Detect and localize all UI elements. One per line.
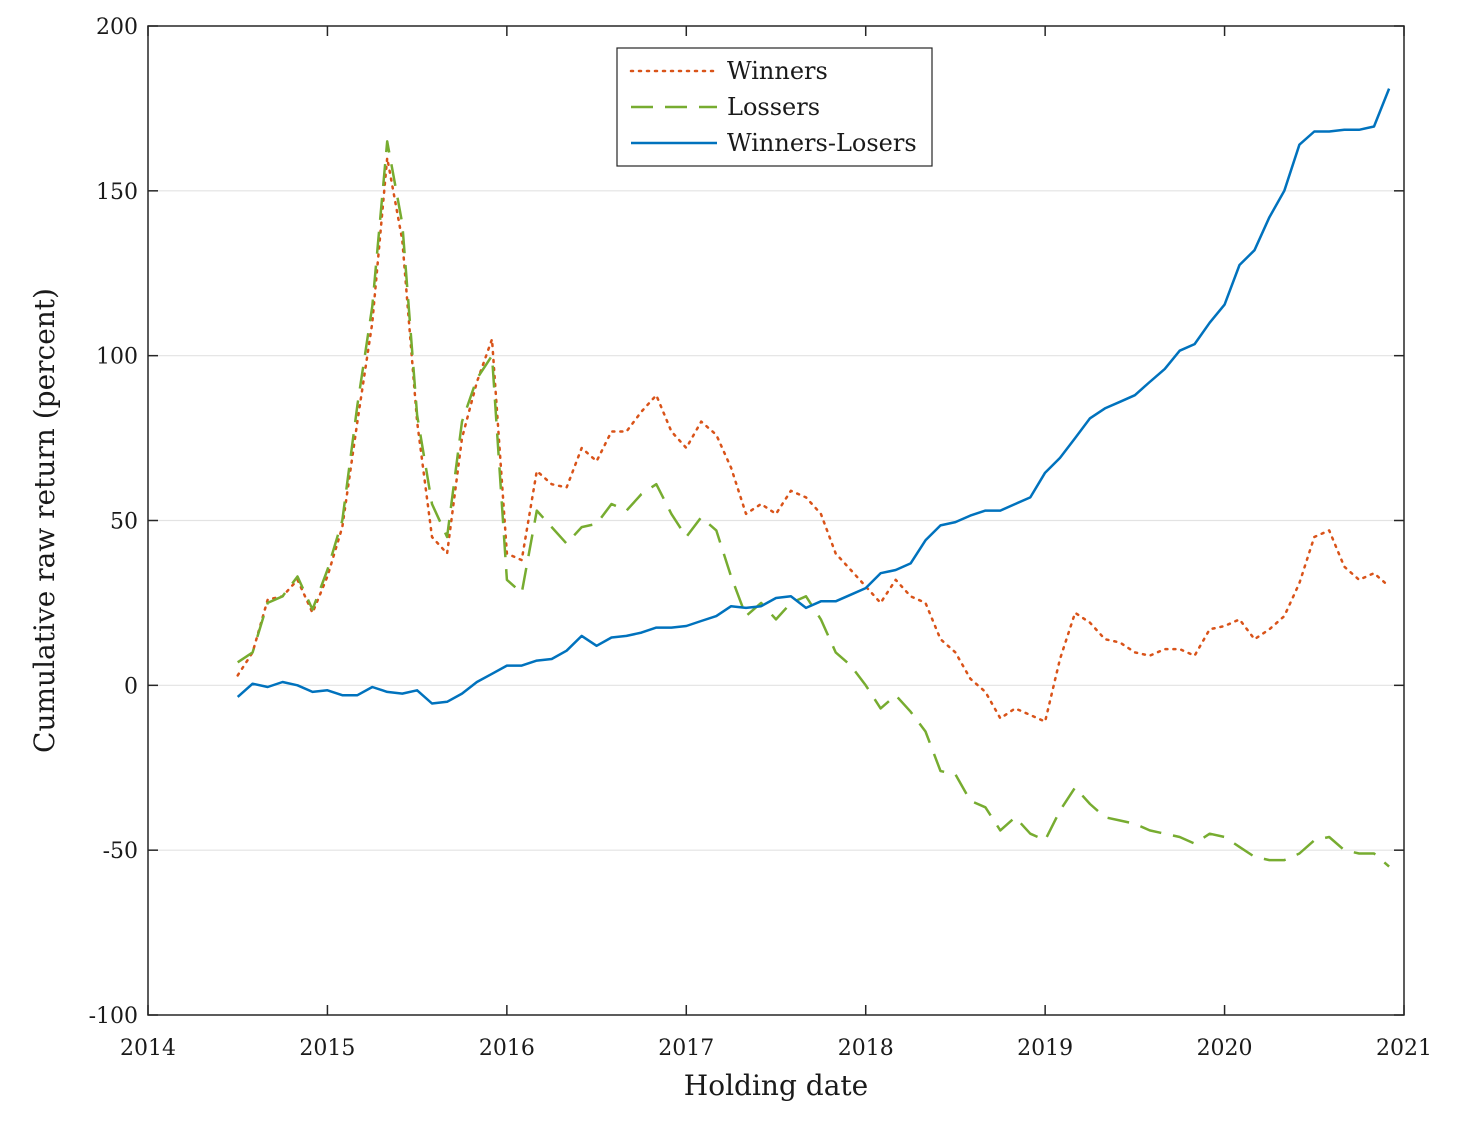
x-tick-label: 2014 [120,1036,176,1061]
y-tick-label: 200 [96,15,138,40]
x-tick-label: 2017 [658,1036,714,1061]
x-axis-label: Holding date [684,1069,868,1102]
series-layer [236,88,1391,868]
y-tick-label: 150 [96,180,138,205]
x-tick-label: 2018 [838,1036,894,1061]
legend: Winners Lossers Winners-Losers [616,47,933,167]
series-line-winners-losers [236,88,1391,705]
legend-label-lossers: Lossers [727,93,820,121]
x-tick-label: 2016 [479,1036,535,1061]
axis-ticks: -100 -50 0 50 100 150 200 2014 2015 2016 2017 2018 2… [89,15,1432,1061]
x-tick-label: 2021 [1376,1036,1432,1061]
grid-lines [148,190,1404,851]
series-line-winners [236,156,1391,723]
legend-label-winners-losers: Winners-Losers [727,129,917,157]
y-tick-label: 50 [110,510,138,535]
series-line-lossers [237,140,1390,868]
y-tick-label: -50 [103,839,138,864]
y-tick-label: -100 [89,1004,138,1029]
x-tick-label: 2020 [1197,1036,1253,1061]
legend-label-winners: Winners [727,57,828,85]
y-tick-label: 0 [124,674,138,699]
x-tick-label: 2019 [1017,1036,1073,1061]
x-tick-label: 2015 [299,1036,355,1061]
y-tick-label: 100 [96,345,138,370]
y-axis-label: Cumulative raw return (percent) [28,288,61,753]
